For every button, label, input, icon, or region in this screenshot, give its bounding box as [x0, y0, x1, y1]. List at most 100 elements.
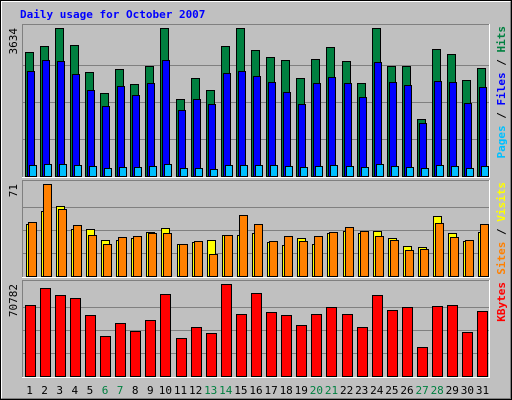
x-tick-label: 12	[189, 384, 202, 397]
x-tick-label: 2	[41, 384, 48, 397]
x-tick-label: 18	[280, 384, 293, 397]
legend-kbytes: KBytes	[495, 282, 508, 322]
bar-pages-day-11	[180, 168, 188, 177]
bar-sites-day-29	[450, 237, 459, 277]
bar-kbytes-day-18	[281, 315, 292, 377]
bar-sites-day-8	[133, 236, 142, 277]
bar-pages-day-17	[270, 165, 278, 177]
legend-entry: Visits	[495, 182, 508, 222]
bar-files-day-12	[193, 99, 201, 177]
bar-files-day-2	[42, 60, 50, 177]
panel-visits: 71 Sites / Visits	[7, 180, 508, 278]
bar-sites-day-12	[194, 241, 203, 277]
bar-sites-day-19	[299, 241, 308, 277]
bar-sites-day-31	[480, 224, 489, 277]
chart-title: Daily usage for October 2007	[20, 8, 205, 21]
bar-sites-day-13	[209, 254, 218, 277]
legend-visits: Sites / Visits	[495, 182, 508, 275]
bar-files-day-10	[162, 60, 170, 177]
bar-sites-day-4	[73, 225, 82, 277]
legend-entry: Pages	[495, 125, 508, 158]
bar-sites-day-24	[375, 236, 384, 277]
bar-files-day-26	[404, 85, 412, 177]
bar-pages-day-5	[89, 166, 97, 177]
bar-sites-day-10	[163, 233, 172, 277]
bar-files-day-6	[102, 106, 110, 177]
bar-files-day-17	[268, 82, 276, 177]
bar-kbytes-day-23	[357, 327, 368, 377]
panel-hits: 3634 Pages / Files / Hits	[7, 24, 508, 178]
bar-kbytes-day-1	[25, 305, 36, 377]
bar-kbytes-day-10	[160, 294, 171, 377]
x-tick-label: 9	[147, 384, 154, 397]
bar-pages-day-20	[315, 166, 323, 177]
x-tick-label: 22	[340, 384, 353, 397]
bar-sites-day-3	[58, 209, 67, 277]
bar-sites-day-25	[390, 240, 399, 277]
bar-sites-day-2	[43, 184, 52, 277]
bar-pages-day-31	[481, 166, 489, 177]
bar-pages-day-18	[285, 166, 293, 177]
bar-files-day-4	[72, 74, 80, 177]
bar-kbytes-day-12	[191, 327, 202, 377]
bar-kbytes-day-24	[372, 295, 383, 377]
bar-kbytes-day-20	[311, 314, 322, 377]
bar-files-day-25	[389, 82, 397, 177]
bar-kbytes-day-17	[266, 312, 277, 377]
bar-kbytes-day-8	[130, 331, 141, 377]
bar-sites-day-18	[284, 236, 293, 277]
bar-files-day-28	[434, 81, 442, 177]
bar-pages-day-16	[255, 165, 263, 177]
bar-kbytes-day-27	[417, 347, 428, 377]
bar-sites-day-1	[28, 222, 37, 277]
x-tick-label: 20	[310, 384, 323, 397]
x-tick-label: 26	[400, 384, 413, 397]
x-tick-label: 31	[476, 384, 489, 397]
x-tick-label: 3	[56, 384, 63, 397]
x-tick-label: 11	[174, 384, 187, 397]
bar-pages-day-7	[119, 167, 127, 177]
legend-entry: /	[495, 53, 508, 73]
bar-sites-day-11	[179, 244, 188, 277]
bar-sites-day-26	[405, 250, 414, 277]
x-tick-label: 7	[117, 384, 124, 397]
legend-entry: /	[495, 106, 508, 126]
bar-files-day-23	[359, 97, 367, 177]
bar-files-day-20	[313, 83, 321, 177]
x-tick-label: 13	[204, 384, 217, 397]
bar-sites-day-23	[360, 231, 369, 277]
bar-files-day-29	[449, 82, 457, 177]
bar-files-day-21	[328, 77, 336, 177]
bar-pages-day-28	[436, 165, 444, 177]
bar-sites-day-14	[224, 235, 233, 277]
panel-kbytes: 70782 KBytes	[7, 280, 508, 378]
bar-pages-day-3	[59, 164, 67, 177]
bar-sites-day-20	[314, 236, 323, 277]
bar-files-day-13	[208, 104, 216, 177]
bar-sites-day-28	[435, 223, 444, 277]
bar-sites-day-27	[420, 249, 429, 277]
bar-pages-day-26	[406, 167, 414, 177]
x-axis-labels: 1 2 3 4 5 6 7 8 9 10 11 12 13 14 15 16 17 18 19 20 21 22 23 24 2…	[26, 384, 489, 397]
x-tick-label: 6	[102, 384, 109, 397]
bar-sites-day-21	[329, 232, 338, 277]
bar-pages-day-15	[240, 165, 248, 177]
bar-kbytes-day-31	[477, 311, 488, 377]
bar-pages-day-10	[164, 164, 172, 177]
bar-sites-day-6	[103, 244, 112, 277]
bar-kbytes-day-3	[55, 295, 66, 377]
bar-kbytes-day-5	[85, 315, 96, 377]
bar-pages-day-6	[104, 168, 112, 177]
x-tick-label: 25	[385, 384, 398, 397]
bar-files-day-16	[253, 76, 261, 177]
bar-kbytes-day-4	[70, 298, 81, 377]
bar-sites-day-9	[148, 233, 157, 277]
x-tick-label: 30	[461, 384, 474, 397]
bar-files-day-8	[132, 95, 140, 177]
bar-sites-day-17	[269, 241, 278, 277]
x-tick-label: 24	[370, 384, 384, 397]
bar-pages-day-25	[391, 166, 399, 177]
x-tick-label: 17	[264, 384, 277, 397]
